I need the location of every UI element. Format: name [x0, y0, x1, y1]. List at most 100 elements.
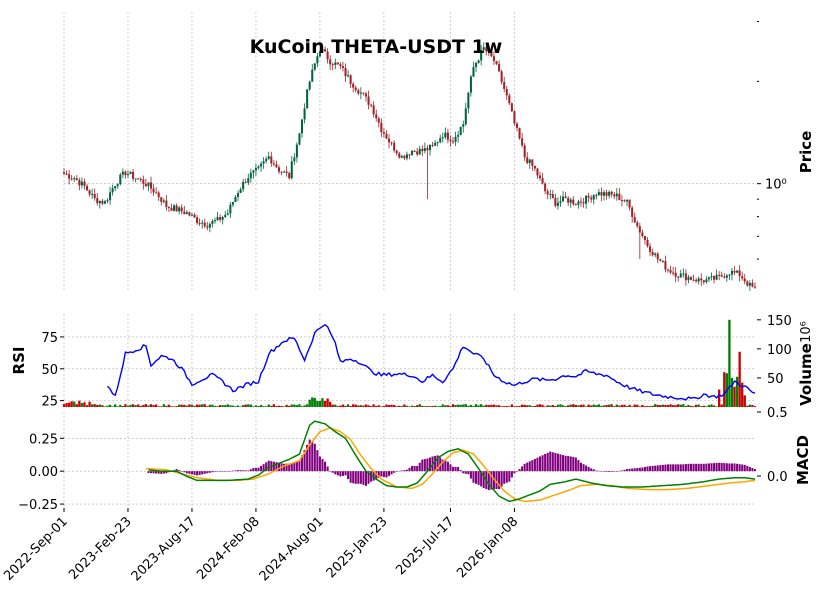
candle-body — [626, 199, 629, 202]
candle-body — [730, 270, 733, 275]
candle-body — [188, 212, 191, 216]
macd-histogram-bar — [457, 466, 460, 472]
volume-bar — [259, 405, 263, 407]
candle-body — [695, 279, 698, 282]
macd-histogram-bar — [746, 465, 749, 472]
macd-histogram-bar — [413, 465, 416, 472]
volume-bar — [741, 382, 744, 407]
volume-bar — [352, 404, 355, 407]
volume-bar — [720, 404, 723, 407]
candle-body — [178, 207, 181, 212]
candle-body — [464, 108, 467, 125]
macd-histogram-bar — [600, 471, 603, 472]
volume-bar — [341, 404, 345, 407]
volume-bar — [195, 404, 199, 407]
volume-bar — [628, 404, 631, 407]
candle-body — [526, 157, 529, 164]
volume-bar — [387, 405, 391, 407]
macd-histogram-bar — [533, 458, 536, 472]
volume-bar — [428, 406, 432, 407]
volume-bar — [610, 404, 613, 407]
candle-body — [638, 226, 641, 233]
macd-histogram-bar — [490, 471, 493, 490]
candle-body — [631, 207, 634, 217]
volume-bar — [697, 404, 700, 407]
volume-bar — [62, 404, 66, 407]
macd-histogram-bar — [318, 456, 321, 472]
candle-body — [198, 223, 201, 225]
volume-bar — [671, 405, 675, 407]
candle-body — [613, 194, 616, 197]
candle-body — [487, 51, 490, 53]
volume-bar — [735, 376, 739, 407]
volume-bar — [180, 404, 183, 407]
volume-bar — [236, 405, 240, 407]
volume-bar — [687, 404, 690, 407]
candle-body — [718, 274, 721, 276]
macd-histogram-bar — [705, 463, 708, 472]
candle-body — [362, 92, 365, 94]
volume-bar — [605, 404, 608, 407]
macd-histogram-bar — [451, 466, 455, 472]
volume-bar — [500, 406, 503, 407]
volume-bar — [126, 405, 130, 407]
candle-body — [142, 179, 145, 184]
candle-body — [677, 276, 680, 278]
volume-bar — [636, 404, 639, 407]
volume-bar — [323, 400, 327, 407]
macd-histogram-bar — [467, 471, 470, 475]
macd-histogram-bar — [743, 464, 746, 472]
volume-bar — [108, 404, 112, 407]
candle-body — [126, 174, 130, 176]
price-tick-label: 10⁰ — [765, 178, 787, 193]
candle-body — [354, 87, 357, 91]
candle-body — [444, 132, 447, 138]
candle-body — [431, 144, 434, 146]
macd-histogram-bar — [185, 471, 188, 474]
volume-bar — [359, 405, 363, 407]
volume-bar — [103, 406, 107, 407]
macd-histogram-bar — [515, 471, 519, 472]
candle-body — [572, 199, 575, 205]
volume-bar — [748, 404, 752, 407]
volume-tick-label: 150 — [767, 314, 792, 329]
candle-body — [357, 90, 360, 94]
volume-bar — [183, 404, 186, 407]
volume-bar — [546, 405, 549, 407]
candle-body — [728, 274, 731, 276]
macd-histogram-bar — [359, 471, 362, 484]
volume-bar — [382, 406, 386, 407]
volume-bar — [551, 405, 554, 407]
macd-histogram-bar — [436, 455, 439, 472]
volume-bar — [201, 404, 204, 407]
rsi-panel — [62, 319, 757, 407]
macd-histogram-bar — [388, 471, 391, 476]
candle-body — [595, 195, 598, 197]
volume-bar — [218, 405, 222, 407]
macd-histogram-bar — [697, 463, 700, 472]
volume-bar — [439, 405, 442, 407]
candle-body — [139, 178, 142, 180]
candle-body — [462, 124, 465, 127]
candle-body — [224, 214, 227, 218]
candle-body — [467, 92, 470, 109]
candle-body — [73, 178, 76, 180]
volume-bar — [316, 400, 319, 407]
candle-body — [564, 196, 567, 199]
candle-body — [692, 279, 695, 281]
macd-histogram-bar — [385, 471, 388, 478]
candle-body — [134, 178, 137, 180]
macd-histogram-bar — [221, 471, 224, 472]
macd-histogram-bar — [510, 471, 513, 478]
macd-histogram-bar — [408, 467, 411, 472]
candle-body — [482, 47, 485, 51]
candle-body — [206, 226, 209, 228]
volume-bar — [344, 405, 347, 407]
candle-body — [751, 282, 754, 287]
volume-bar — [121, 405, 125, 407]
volume-bar — [523, 404, 526, 407]
volume-bar — [449, 405, 452, 407]
macd-histogram-bar — [288, 463, 291, 472]
candle-body — [521, 138, 524, 146]
candle-body — [597, 192, 600, 196]
